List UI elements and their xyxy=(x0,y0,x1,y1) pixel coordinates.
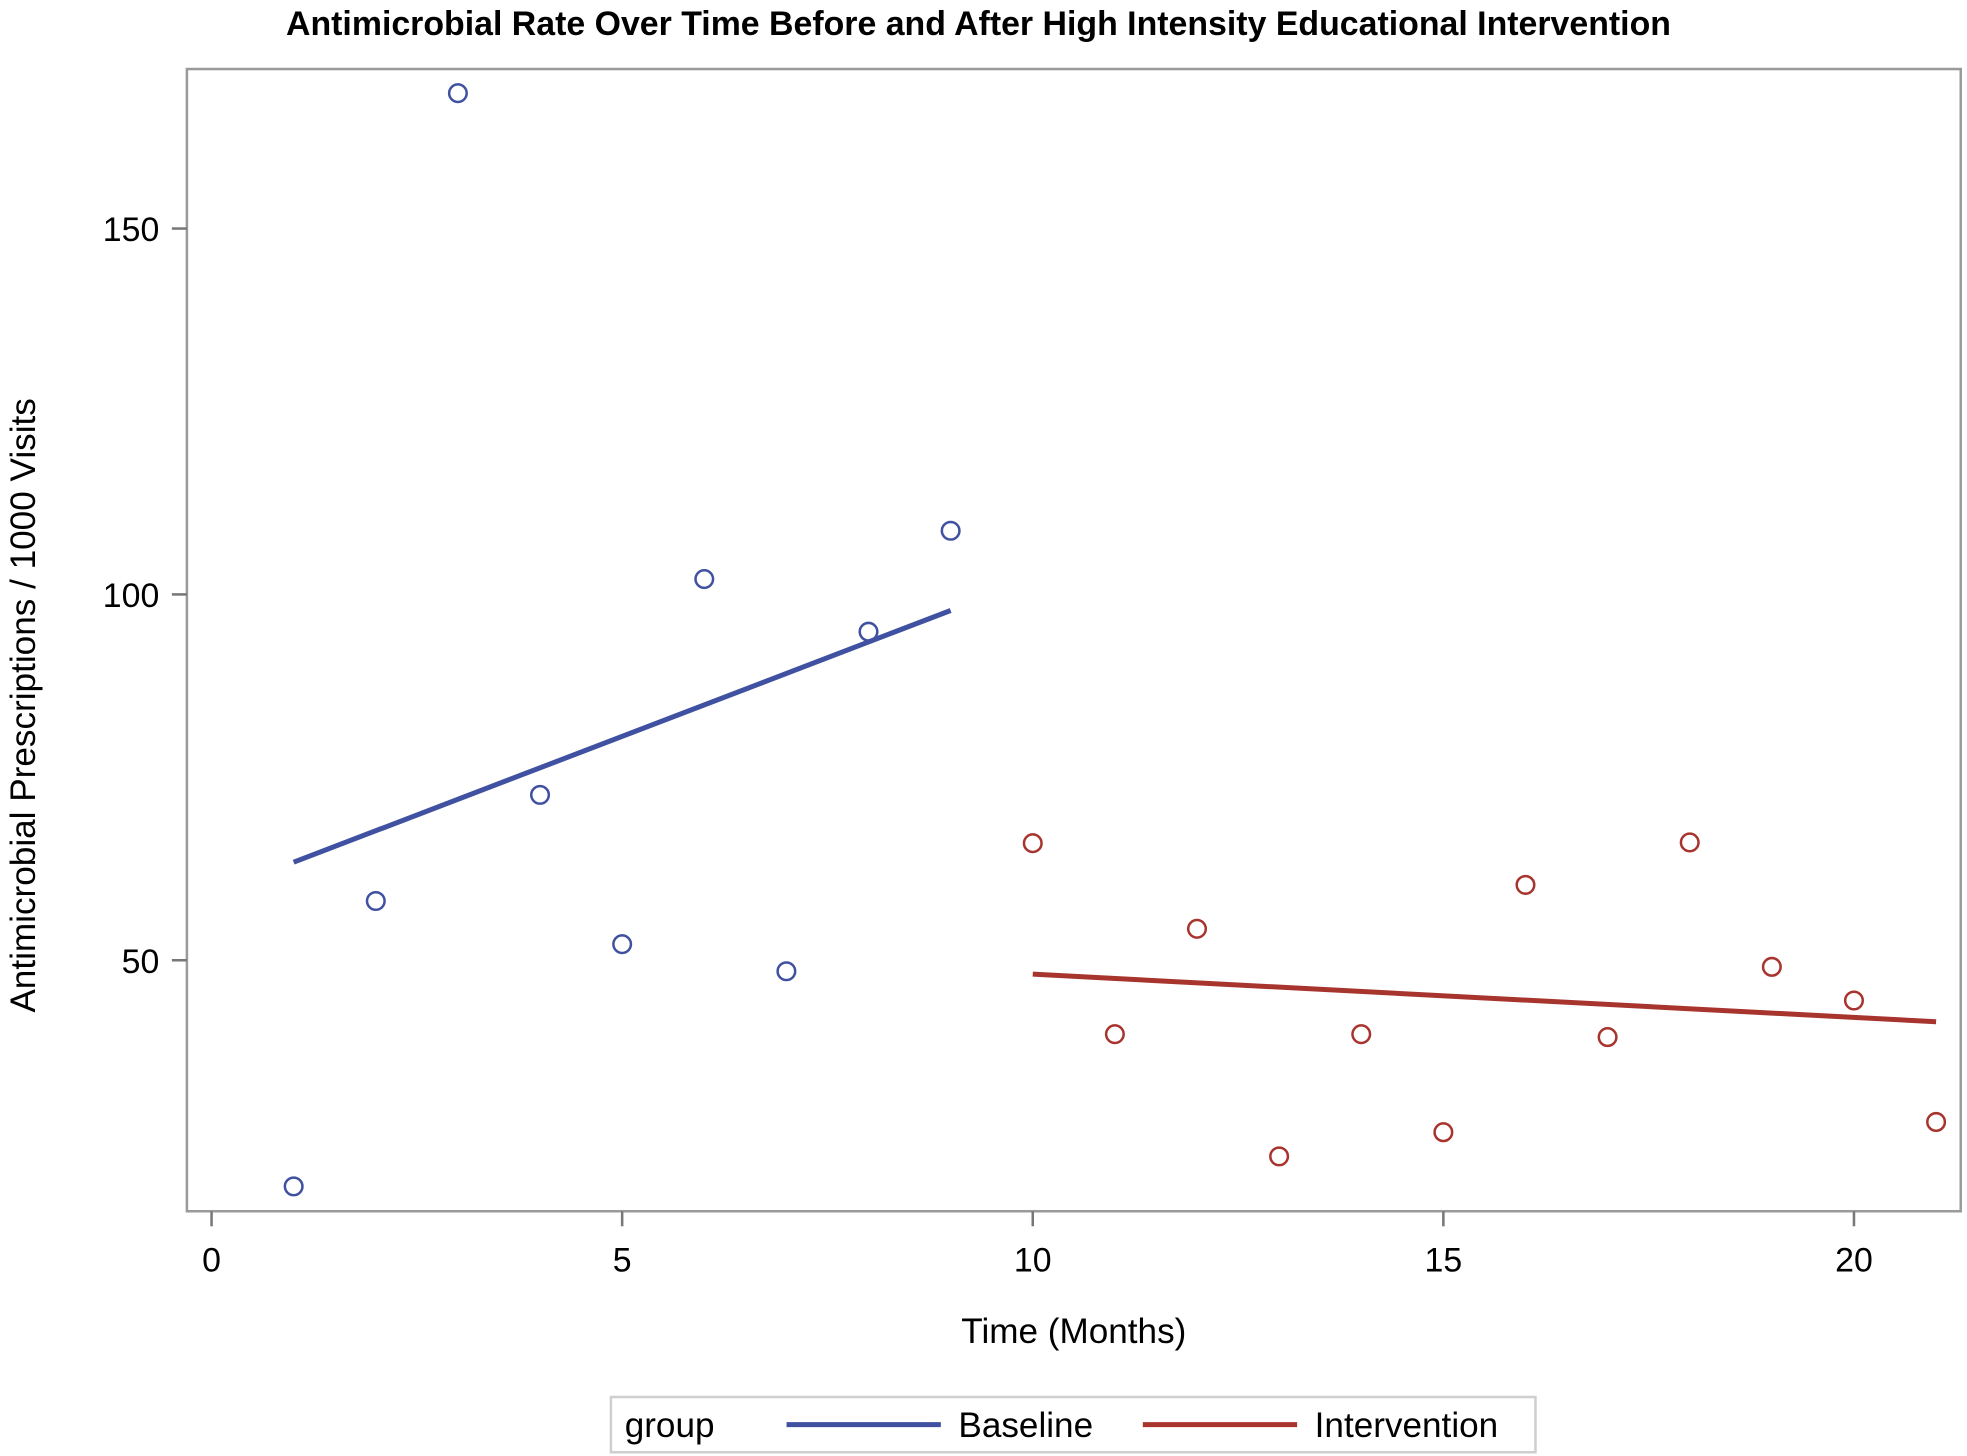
data-point-intervention xyxy=(1186,918,1208,939)
data-point-intervention xyxy=(1597,1027,1618,1048)
y-tick-label: 50 xyxy=(122,943,160,981)
x-axis-label: Time (Months) xyxy=(961,1312,1186,1351)
data-point-baseline xyxy=(940,520,961,541)
data-point-intervention xyxy=(1433,1122,1454,1143)
data-point-intervention xyxy=(1761,956,1782,977)
chart-title: Antimicrobial Rate Over Time Before and … xyxy=(286,5,1671,43)
legend: group Baseline Intervention xyxy=(609,1395,1537,1454)
data-point-intervention xyxy=(1022,833,1043,854)
x-tick-label: 10 xyxy=(1014,1241,1052,1279)
x-tick-label: 0 xyxy=(202,1241,221,1279)
data-point-intervention xyxy=(1926,1111,1947,1133)
data-point-baseline xyxy=(529,784,551,805)
data-point-baseline xyxy=(365,890,386,912)
y-axis-label: Antimicrobial Prescriptions / 1000 Visit… xyxy=(4,398,43,1012)
data-point-intervention xyxy=(1104,1024,1125,1045)
fit-line-baseline xyxy=(292,608,952,865)
x-tick-label: 5 xyxy=(613,1241,632,1279)
x-tick-label: 20 xyxy=(1835,1241,1873,1279)
legend-label-intervention: Intervention xyxy=(1315,1406,1499,1445)
data-point-intervention xyxy=(1515,874,1536,895)
data-point-baseline xyxy=(776,961,797,982)
data-point-intervention xyxy=(1843,990,1865,1011)
y-tick-label: 150 xyxy=(103,211,160,249)
data-point-baseline xyxy=(858,621,879,642)
fit-line-intervention xyxy=(1032,971,1937,1025)
data-point-intervention xyxy=(1269,1146,1290,1167)
data-point-baseline xyxy=(283,1176,304,1197)
legend-title: group xyxy=(625,1406,715,1445)
data-point-intervention xyxy=(1679,832,1700,853)
plot-frame xyxy=(185,67,1962,1213)
data-point-baseline xyxy=(447,83,468,104)
data-point-baseline xyxy=(694,568,715,590)
data-point-intervention xyxy=(1351,1024,1372,1045)
y-tick-label: 100 xyxy=(103,577,160,615)
data-point-baseline xyxy=(612,934,633,955)
x-tick-label: 15 xyxy=(1425,1241,1463,1279)
legend-box xyxy=(609,1395,1537,1454)
legend-label-baseline: Baseline xyxy=(958,1406,1093,1445)
